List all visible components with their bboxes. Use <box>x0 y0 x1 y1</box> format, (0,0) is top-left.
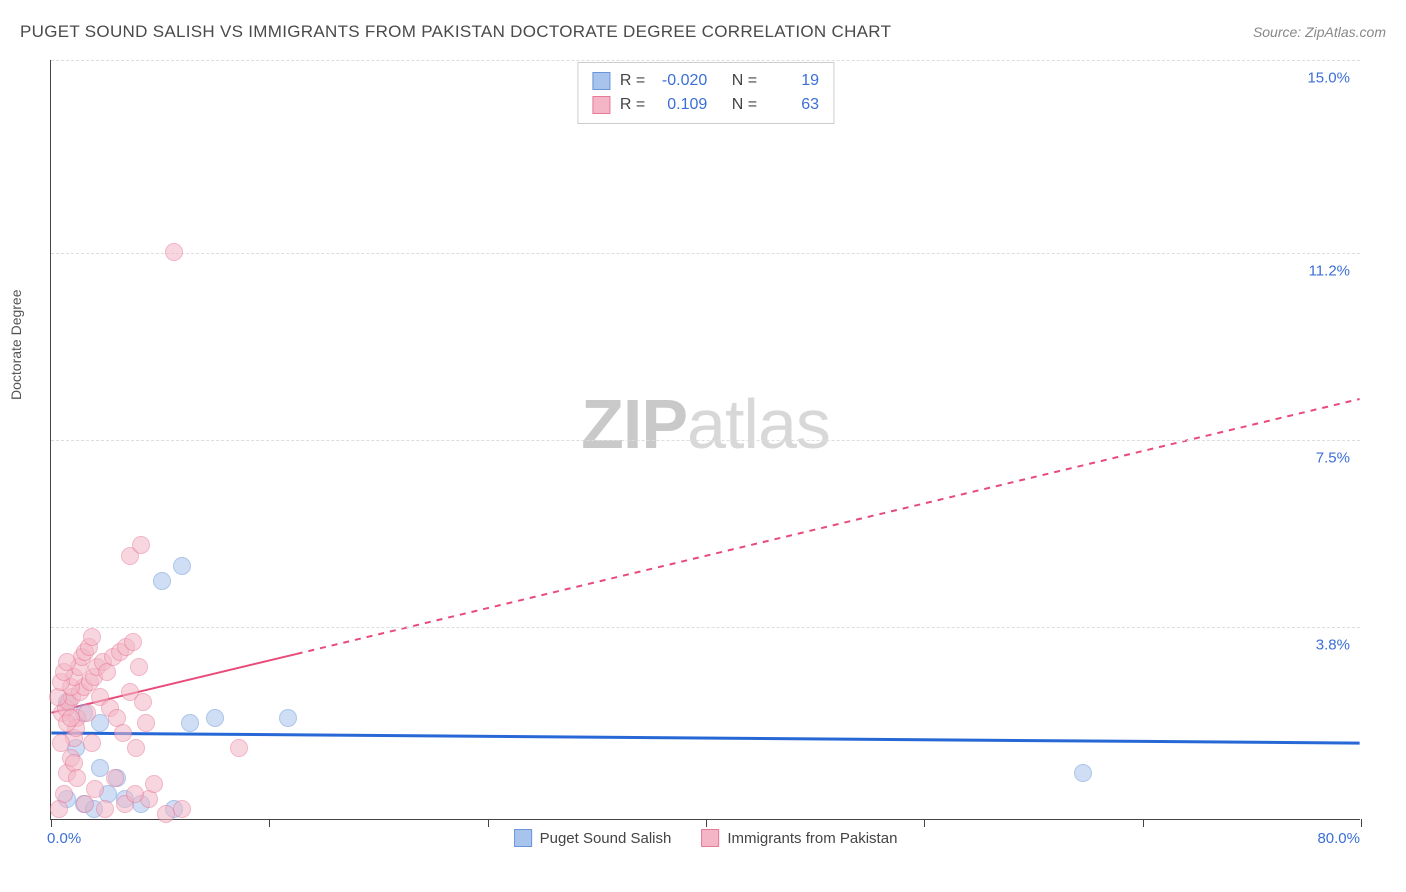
plot-area: ZIPatlas R = -0.020 N = 19 R = 0.109 N =… <box>50 60 1360 820</box>
scatter-point <box>132 536 150 554</box>
stat-label-n: N = <box>732 69 757 93</box>
x-tick <box>1143 819 1144 827</box>
stat-n-0: 19 <box>767 69 819 93</box>
stat-r-0: -0.020 <box>655 69 707 93</box>
scatter-point <box>49 688 67 706</box>
watermark: ZIPatlas <box>581 384 830 464</box>
y-tick-label: 3.8% <box>1316 637 1350 654</box>
scatter-point <box>62 709 80 727</box>
x-tick <box>51 819 52 827</box>
scatter-point <box>124 633 142 651</box>
scatter-point <box>279 709 297 727</box>
scatter-point <box>52 734 70 752</box>
scatter-point <box>173 800 191 818</box>
scatter-point <box>157 805 175 823</box>
stat-n-1: 63 <box>767 93 819 117</box>
scatter-point <box>134 693 152 711</box>
scatter-point <box>206 709 224 727</box>
bottom-legend: Puget Sound Salish Immigrants from Pakis… <box>514 829 898 847</box>
scatter-point <box>106 769 124 787</box>
scatter-point <box>114 724 132 742</box>
scatter-point <box>181 714 199 732</box>
scatter-point <box>153 572 171 590</box>
chart-header: PUGET SOUND SALISH VS IMMIGRANTS FROM PA… <box>20 22 1386 42</box>
legend-label-0: Puget Sound Salish <box>540 830 672 847</box>
x-tick <box>488 819 489 827</box>
watermark-rest: atlas <box>687 385 830 463</box>
stat-r-1: 0.109 <box>655 93 707 117</box>
x-axis-min-label: 0.0% <box>47 830 81 847</box>
legend-label-1: Immigrants from Pakistan <box>727 830 897 847</box>
x-axis-max-label: 80.0% <box>1317 830 1360 847</box>
scatter-point <box>58 653 76 671</box>
scatter-point <box>96 800 114 818</box>
y-tick-label: 7.5% <box>1316 450 1350 467</box>
scatter-point <box>78 704 96 722</box>
scatter-point <box>130 658 148 676</box>
x-tick <box>924 819 925 827</box>
chart-source: Source: ZipAtlas.com <box>1253 24 1386 40</box>
gridline-h <box>51 253 1360 254</box>
y-tick-label: 11.2% <box>1309 262 1350 279</box>
scatter-point <box>173 557 191 575</box>
gridline-h <box>51 627 1360 628</box>
scatter-point <box>126 785 144 803</box>
scatter-point <box>165 243 183 261</box>
y-axis-label: Doctorate Degree <box>8 289 24 400</box>
scatter-point <box>68 769 86 787</box>
scatter-point <box>230 739 248 757</box>
stats-row-series-1: R = 0.109 N = 63 <box>592 93 819 117</box>
scatter-point <box>145 775 163 793</box>
legend-swatch-0 <box>514 829 532 847</box>
scatter-point <box>83 628 101 646</box>
scatter-point <box>83 734 101 752</box>
legend-swatch-1 <box>701 829 719 847</box>
swatch-series-1 <box>592 96 610 114</box>
x-tick <box>1361 819 1362 827</box>
x-tick <box>269 819 270 827</box>
swatch-series-0 <box>592 72 610 90</box>
scatter-point <box>55 785 73 803</box>
stats-row-series-0: R = -0.020 N = 19 <box>592 69 819 93</box>
x-tick <box>706 819 707 827</box>
scatter-point <box>86 780 104 798</box>
chart-title: PUGET SOUND SALISH VS IMMIGRANTS FROM PA… <box>20 22 891 42</box>
y-tick-label: 15.0% <box>1307 70 1350 87</box>
scatter-point <box>76 795 94 813</box>
scatter-point <box>137 714 155 732</box>
watermark-bold: ZIP <box>581 385 687 463</box>
stats-legend-box: R = -0.020 N = 19 R = 0.109 N = 63 <box>577 62 834 124</box>
stat-label-n: N = <box>732 93 757 117</box>
gridline-h <box>51 60 1360 61</box>
legend-item-0: Puget Sound Salish <box>514 829 672 847</box>
scatter-point <box>127 739 145 757</box>
stat-label-r: R = <box>620 69 645 93</box>
gridline-h <box>51 440 1360 441</box>
stat-label-r: R = <box>620 93 645 117</box>
scatter-point <box>1074 764 1092 782</box>
legend-item-1: Immigrants from Pakistan <box>701 829 897 847</box>
